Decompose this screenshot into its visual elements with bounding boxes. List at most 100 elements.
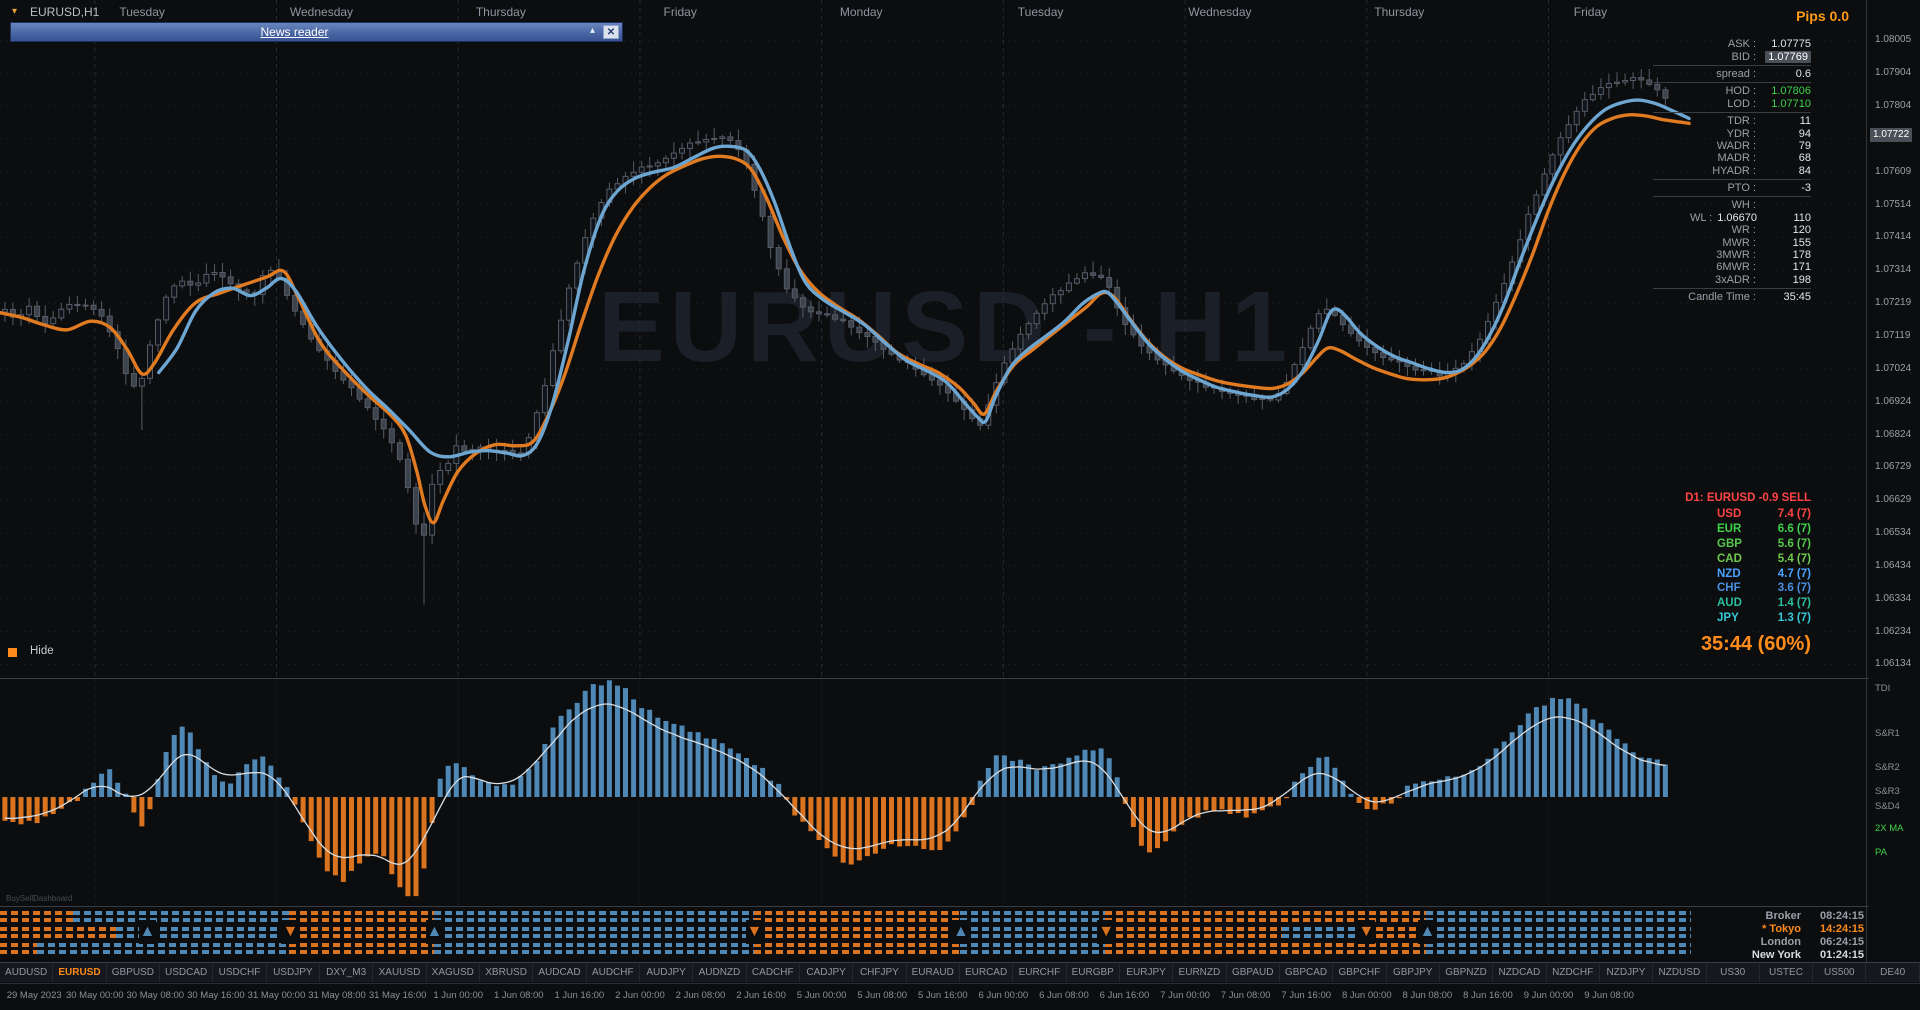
symbol-tab-xagusd[interactable]: XAGUSD xyxy=(427,963,480,982)
info-row: 6MWR : 171 xyxy=(1639,261,1811,273)
strip-segment xyxy=(289,911,434,922)
price-label: 1.06729 xyxy=(1875,461,1912,473)
info-value: 1.07769 xyxy=(1761,50,1811,63)
price-label: 1.07414 xyxy=(1875,231,1912,243)
time-label: 31 May 00:00 xyxy=(247,990,306,1001)
histogram-canvas[interactable] xyxy=(0,679,1869,905)
histogram-bars xyxy=(2,680,1668,897)
clock-label: Broker xyxy=(1765,909,1801,922)
symbol-tab-nzdchf[interactable]: NZDCHF xyxy=(1547,963,1600,982)
time-label: 8 Jun 08:00 xyxy=(1402,990,1453,1001)
histogram-subwindow[interactable]: BuySellDashboard xyxy=(0,678,1869,905)
symbol-tab-audjpy[interactable]: AUDJPY xyxy=(640,963,694,982)
symbol-tab-de40[interactable]: DE40 xyxy=(1866,963,1920,982)
strip-segment xyxy=(753,911,960,922)
info-value: 35:45 xyxy=(1783,291,1811,304)
time-label: 9 Jun 08:00 xyxy=(1584,990,1634,1001)
symbol-tab-nzdusd[interactable]: NZDUSD xyxy=(1653,963,1707,982)
symbol-tab-usdjpy[interactable]: USDJPY xyxy=(267,963,320,982)
time-label: 6 Jun 08:00 xyxy=(1039,990,1089,1001)
symbol-tab-gbpchf[interactable]: GBPCHF xyxy=(1333,963,1387,982)
news-reader-window[interactable]: News reader ▴ ✕ xyxy=(10,22,623,42)
trend-strip-subwindow[interactable]: Broker 08:24:15 * Tokyo 14:24:15 London 06:24… xyxy=(0,906,1869,961)
symbol-tab-xauusd[interactable]: XAUUSD xyxy=(373,963,427,982)
price-label: 1.07024 xyxy=(1875,362,1912,374)
strip-segment xyxy=(1426,911,1692,922)
strip-segment xyxy=(1426,927,1692,938)
clock-time: 08:24:15 xyxy=(1819,909,1864,922)
symbol-tab-us500[interactable]: US500 xyxy=(1813,963,1867,982)
symbol-tab-gbpnzd[interactable]: GBPNZD xyxy=(1440,963,1494,982)
indicator-level-label: S&D4 xyxy=(1875,801,1900,812)
info-label: ASK : xyxy=(1727,38,1756,51)
indicator-level-label: TDI xyxy=(1875,683,1891,694)
symbol-tab-eurcad[interactable]: EURCAD xyxy=(960,963,1014,982)
info-label: BID : xyxy=(1731,50,1756,63)
price-chart-canvas[interactable] xyxy=(0,0,1869,677)
strength-signal-header: D1: EURUSD -0.9 SELL xyxy=(1685,492,1811,504)
day-label: Wednesday xyxy=(289,5,354,19)
symbol-tab-gbpcad[interactable]: GBPCAD xyxy=(1280,963,1334,982)
main-chart-panel[interactable]: EURUSD - H1 Tuesday Wednesday Thursday Frid… xyxy=(0,0,1869,677)
time-label: 2 Jun 00:00 xyxy=(615,990,665,1001)
currency-code: AUD xyxy=(1717,597,1742,610)
time-axis[interactable]: 29 May 2023 30 May 00:00 30 May 08:00 30 Ma… xyxy=(0,983,1920,1010)
signal-arrow-up: ▲ xyxy=(951,920,970,944)
divider xyxy=(1653,82,1811,84)
day-label: Tuesday xyxy=(119,5,165,19)
info-value: 94 xyxy=(1798,127,1811,140)
time-label: 6 Jun 00:00 xyxy=(978,990,1029,1001)
info-value: 79 xyxy=(1798,139,1811,152)
strip-segment xyxy=(433,927,754,938)
info-value: 198 xyxy=(1792,273,1811,286)
currency-strength-row: EUR 6.6 (7) xyxy=(1635,522,1811,537)
symbol-tab-chfjpy[interactable]: CHFJPY xyxy=(853,963,907,982)
symbol-tab-audusd[interactable]: AUDUSD xyxy=(0,963,54,982)
symbol-tab-euraud[interactable]: EURAUD xyxy=(907,963,960,982)
symbol-tab-xbrusd[interactable]: XBRUSD xyxy=(480,963,534,982)
price-axis[interactable]: 1.07722 1.080051.079041.078041.077051.07… xyxy=(1866,0,1920,962)
day-label: Wednesday xyxy=(1188,5,1252,19)
currency-strength-value: 7.4 (7) xyxy=(1777,508,1811,521)
price-label: 1.06534 xyxy=(1875,527,1912,539)
symbol-tab-gbpaud[interactable]: GBPAUD xyxy=(1227,963,1280,982)
info-label: YDR : xyxy=(1726,127,1756,140)
symbol-tab-eurgbp[interactable]: EURGBP xyxy=(1067,963,1120,982)
symbol-tab-dxy_m3[interactable]: DXY_M3 xyxy=(320,963,374,982)
collapse-icon[interactable]: ▴ xyxy=(589,25,595,36)
price-label: 1.06824 xyxy=(1875,428,1912,440)
time-label: 2 Jun 16:00 xyxy=(736,990,786,1001)
candle-countdown: 35:44 (60%) xyxy=(1700,633,1811,655)
time-label: 29 May 2023 xyxy=(6,990,62,1001)
symbol-tab-usdcad[interactable]: USDCAD xyxy=(160,963,214,982)
time-label: 2 Jun 08:00 xyxy=(675,990,726,1001)
symbol-tab-gbpjpy[interactable]: GBPJPY xyxy=(1387,963,1440,982)
clock-time: 14:24:15 xyxy=(1819,922,1864,935)
symbol-tab-audchf[interactable]: AUDCHF xyxy=(587,963,640,982)
symbol-tab-eurnzd[interactable]: EURNZD xyxy=(1173,963,1227,982)
dashboard-toggle-icon[interactable] xyxy=(8,648,17,657)
symbol-tab-eurjpy[interactable]: EURJPY xyxy=(1120,963,1174,982)
chart-dropdown-icon[interactable]: ▾ xyxy=(12,6,18,17)
info-value: 110 xyxy=(1793,211,1811,224)
info-value: 155 xyxy=(1792,236,1811,249)
time-label: 30 May 08:00 xyxy=(126,990,185,1001)
info-row: WH : xyxy=(1639,199,1811,211)
symbol-tab-nzdcad[interactable]: NZDCAD xyxy=(1493,963,1547,982)
strip-segment xyxy=(1426,943,1692,954)
symbol-tab-eurchf[interactable]: EURCHF xyxy=(1013,963,1067,982)
strip-segment xyxy=(753,943,960,954)
close-icon[interactable]: ✕ xyxy=(603,25,619,39)
symbol-tab-gbpusd[interactable]: GBPUSD xyxy=(107,963,160,982)
symbol-tab-us30[interactable]: US30 xyxy=(1707,963,1760,982)
symbol-tab-ustec[interactable]: USTEC xyxy=(1760,963,1814,982)
hide-button[interactable]: Hide xyxy=(30,645,54,657)
symbol-tab-cadjpy[interactable]: CADJPY xyxy=(800,963,854,982)
symbol-tab-audcad[interactable]: AUDCAD xyxy=(533,963,587,982)
symbol-tab-cadchf[interactable]: CADCHF xyxy=(747,963,800,982)
symbol-tab-audnzd[interactable]: AUDNZD xyxy=(693,963,747,982)
symbol-tab-eurusd[interactable]: EURUSD xyxy=(53,963,107,982)
info-value: 0.6 xyxy=(1795,67,1811,80)
symbol-tab-nzdjpy[interactable]: NZDJPY xyxy=(1600,963,1654,982)
symbol-tab-usdchf[interactable]: USDCHF xyxy=(213,963,267,982)
